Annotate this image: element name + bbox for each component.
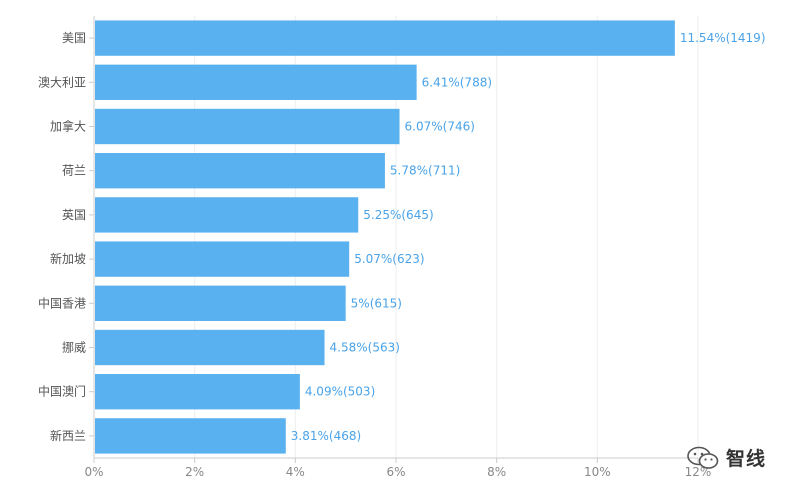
x-tick-label: 8% — [487, 465, 506, 479]
category-label: 新加坡 — [50, 251, 86, 266]
x-tick-label: 12% — [685, 465, 712, 479]
x-tick-label: 2% — [185, 465, 204, 479]
data-label: 11.54%(1419) — [680, 31, 766, 45]
x-tick-label: 0% — [84, 465, 103, 479]
bar — [95, 241, 350, 277]
x-tick-label: 4% — [286, 465, 305, 479]
bar — [95, 197, 359, 233]
bar — [95, 20, 675, 56]
bar — [95, 418, 286, 454]
data-label: 5.25%(645) — [363, 208, 433, 222]
data-label: 5.78%(711) — [390, 164, 460, 178]
data-label: 5%(615) — [351, 296, 402, 310]
data-label: 6.07%(746) — [405, 120, 475, 134]
category-label: 新西兰 — [50, 428, 86, 443]
category-label: 挪威 — [62, 341, 86, 355]
wechat-icon — [687, 446, 719, 469]
bar — [95, 108, 400, 145]
category-label: 中国澳门 — [38, 384, 86, 399]
bar — [95, 153, 385, 189]
category-label: 加拿大 — [50, 119, 86, 134]
bar — [95, 64, 417, 100]
category-label: 美国 — [62, 31, 86, 45]
category-label: 英国 — [62, 208, 86, 222]
data-label: 4.09%(503) — [305, 385, 375, 399]
category-label: 荷兰 — [62, 164, 86, 178]
data-label: 3.81%(468) — [291, 429, 361, 443]
watermark: 智线 — [686, 444, 766, 471]
data-label: 4.58%(563) — [330, 341, 400, 355]
category-label: 中国香港 — [38, 295, 86, 310]
category-label: 澳大利亚 — [38, 75, 86, 89]
bar — [95, 285, 346, 321]
bar — [95, 374, 300, 410]
x-tick-label: 10% — [584, 465, 611, 479]
x-tick-label: 6% — [386, 465, 405, 479]
watermark-text: 智线 — [726, 448, 767, 470]
data-label: 5.07%(623) — [354, 252, 424, 266]
data-label: 6.41%(788) — [422, 75, 492, 89]
bar — [95, 329, 325, 366]
